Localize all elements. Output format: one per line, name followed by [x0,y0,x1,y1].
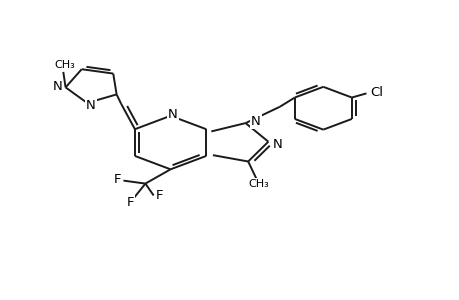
Text: F: F [156,189,163,202]
Text: CH₃: CH₃ [54,60,75,70]
Text: CH₃: CH₃ [248,179,269,189]
Text: N: N [52,80,62,93]
Text: F: F [126,196,134,209]
Text: N: N [272,138,282,151]
Text: N: N [86,99,95,112]
Text: Cl: Cl [369,86,382,99]
Text: N: N [250,115,260,128]
Text: N: N [168,108,177,122]
Text: F: F [113,173,121,186]
